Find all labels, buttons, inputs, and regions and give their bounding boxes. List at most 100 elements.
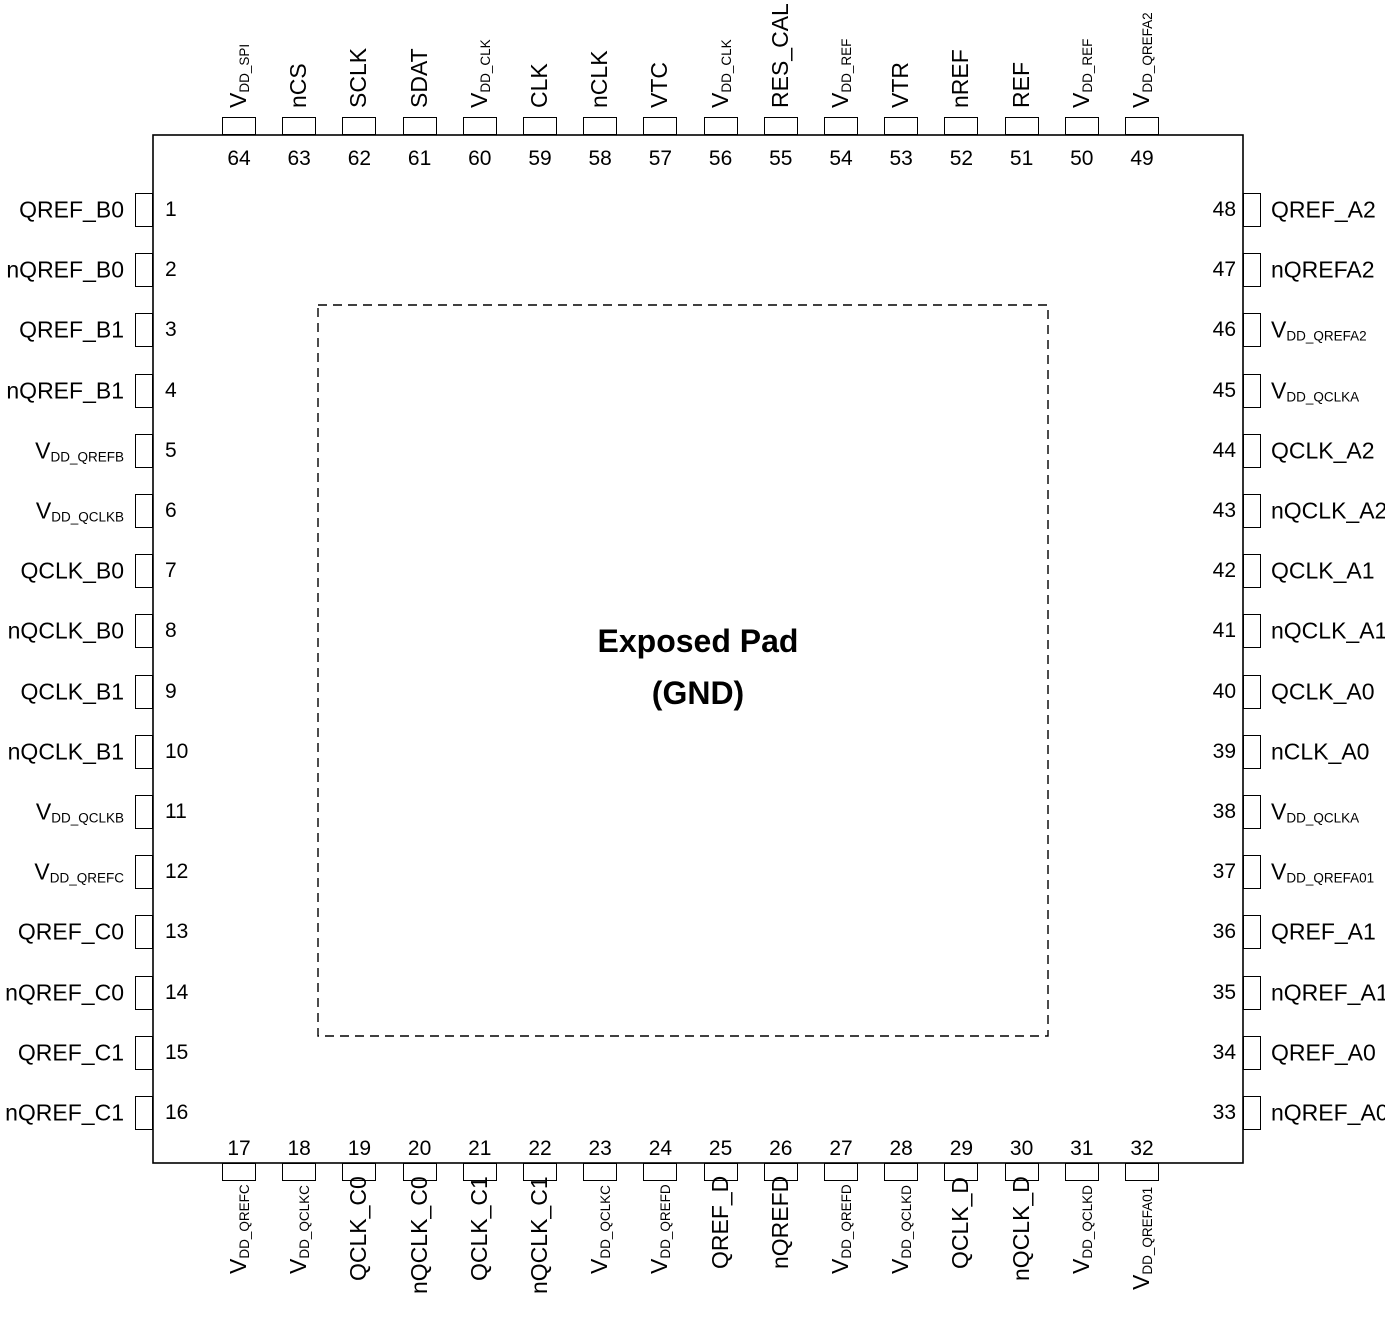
pin-32-pad [1125,1163,1159,1181]
pin-36-number: 36 [1212,920,1236,944]
pin-18-name: V [285,1258,312,1274]
pin-28-subscript: DD_QCLKD [899,1184,915,1259]
pin-44-name: QCLK_A2 [1271,437,1375,464]
pin-64-name: V [225,92,251,108]
pin-41-name: nQCLK_A1 [1271,617,1385,644]
pin-51-label: REF [1007,62,1034,108]
pin-6-label: VDD_QCLKB [35,497,124,524]
pin-19-name: QCLK_C0 [345,1176,372,1282]
pin-15-number: 15 [165,1040,189,1064]
pin-37-label: VDD_QREFA01 [1271,858,1374,885]
pin-12-pad [135,855,153,890]
pin-54-pad [824,117,858,135]
pin-25-name: QREF_D [706,1175,733,1269]
exposed-pad-subtitle: (GND) [652,675,744,711]
pin-14-pad [135,975,153,1010]
pin-3-pad [135,313,153,348]
pin-59-pad [523,117,557,135]
pin-26-label: nQREFD [767,1175,793,1268]
pin-21-name: QCLK_C1 [465,1176,492,1282]
pin-55-pad [763,117,798,135]
pin-26-pad [763,1163,798,1181]
pin-62-number: 62 [347,147,372,170]
pin-39-number: 39 [1212,739,1236,763]
pin-52-label: nREF [947,49,974,108]
pin-51-number: 51 [1009,147,1034,170]
pin-29-label: QCLK_D [947,1177,973,1269]
pin-18-subscript: DD_QCLKC [297,1184,313,1259]
pin-19-number: 19 [347,1137,372,1160]
pin-28-label: VDD_QCLKD [887,1184,915,1274]
pin-61-number: 61 [407,147,432,170]
pin-12-label: VDD_QREFC [34,860,124,885]
pin-45-label: VDD_QCLKA [1271,379,1359,404]
pin-43-number: 43 [1212,499,1236,522]
pin-46-label: VDD_QREFA2 [1271,316,1367,343]
pin-37-pad [1243,855,1261,890]
pin-6-name: V [35,497,52,524]
pin-50-subscript: DD_REF [1079,38,1095,93]
pin-41-number: 41 [1212,619,1236,643]
pin-52-name: nREF [947,49,974,108]
pin-4-pad [135,373,153,408]
pin-64-pad [222,117,256,135]
pin-61-name: SDAT [405,48,432,108]
pin-49-label: VDD_QREFA2 [1128,12,1155,108]
pin-18-pad [282,1163,317,1181]
pin-49-name: V [1128,92,1154,108]
pin-30-number: 30 [1009,1137,1034,1160]
pin-11-number: 11 [165,800,187,823]
pin-48-pad [1243,193,1261,227]
pin-2-name: nQREF_B0 [6,256,124,283]
pin-30-pad [1004,1163,1039,1181]
pin-35-number: 35 [1212,980,1236,1004]
pin-29-pad [944,1163,979,1181]
pin-46-name: V [1271,316,1287,343]
pin-33-pad [1243,1096,1261,1130]
pin-63-name: nCS [285,63,312,108]
pin-54-label: VDD_REF [827,38,854,108]
pin-46-pad [1243,313,1261,348]
pin-27-pad [824,1163,858,1181]
pin-15-label: QREF_C1 [18,1041,124,1064]
pin-9-number: 9 [165,679,177,703]
pin-24-name: V [646,1258,673,1274]
pin-38-label: VDD_QCLKA [1271,800,1359,825]
pin-5-name: V [35,437,51,464]
pin-54-subscript: DD_REF [839,38,854,93]
pin-64-number: 64 [227,147,251,170]
pin-58-number: 58 [588,147,612,170]
pin-44-label: QCLK_A2 [1271,439,1375,462]
pin-6-number: 6 [165,499,177,522]
pin-56-label: VDD_CLK [707,39,734,108]
pin-17-subscript: DD_QREFC [237,1183,252,1259]
pin-48-name: QREF_A2 [1271,196,1376,223]
pin-25-pad [703,1163,738,1181]
pin-20-name: nQCLK_C0 [405,1176,432,1294]
pin-13-pad [135,915,153,950]
pin-53-number: 53 [889,147,913,170]
pin-37-name: V [1271,858,1287,885]
pin-57-pad [643,117,678,135]
pin-31-number: 31 [1070,1137,1094,1160]
pin-1-number: 1 [165,198,177,221]
pin-59-name: CLK [526,63,552,108]
pin-39-label: nCLK_A0 [1271,740,1369,763]
pin-16-pad [135,1096,153,1130]
pin-37-number: 37 [1212,860,1236,884]
pin-31-subscript: DD_QCLKD [1079,1184,1095,1259]
pin-38-number: 38 [1212,800,1236,823]
pin-11-pad [135,795,153,829]
pin-42-pad [1243,554,1261,589]
pin-21-pad [462,1163,497,1181]
pin-40-number: 40 [1212,679,1236,703]
pin-51-name: REF [1007,62,1034,108]
pin-36-label: QREF_A1 [1271,920,1376,944]
pin-12-number: 12 [165,860,189,884]
pin-20-number: 20 [407,1137,432,1160]
pin-32-name: V [1128,1274,1154,1290]
pin-14-name: nQREF_C0 [5,979,124,1006]
pin-42-label: QCLK_A1 [1271,559,1375,583]
pin-31-pad [1064,1163,1099,1181]
pin-18-label: VDD_QCLKC [285,1184,313,1274]
